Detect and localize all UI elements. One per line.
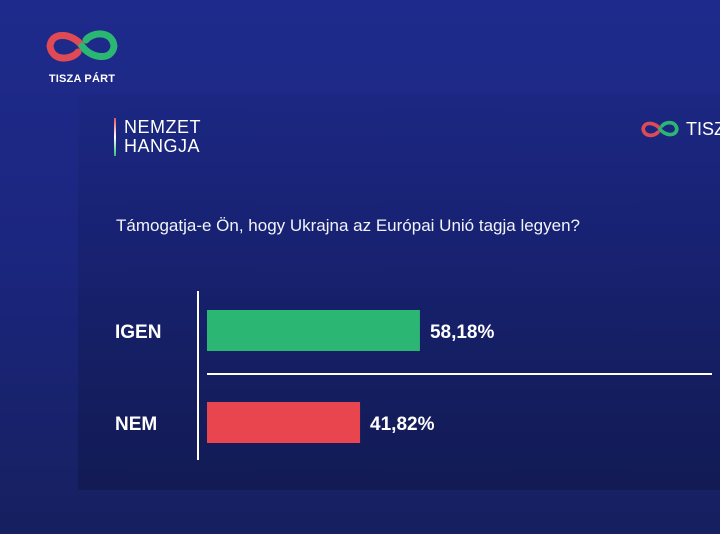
infinity-logo-icon [46, 30, 118, 62]
infinity-logo-icon [641, 120, 679, 138]
chart-title: Támogatja-e Ön, hogy Ukrajna az Európai … [116, 216, 580, 235]
tisza-logo-small: TISZ [640, 118, 720, 140]
category-label-no: NEM [115, 414, 157, 435]
value-label-yes: 58,18% [430, 322, 495, 343]
nemzet-hangja-logo: NEMZET HANGJA [114, 118, 201, 156]
value-label-no: 41,82% [370, 414, 435, 435]
logo-line-2: HANGJA [124, 136, 201, 156]
bar-yes [207, 310, 420, 351]
logo-text: TISZ [686, 118, 720, 139]
tisza-logo: TISZA PÁRT [42, 26, 122, 85]
logo-text: TISZA PÁRT [48, 73, 116, 85]
bar-no [207, 402, 361, 443]
category-label-yes: IGEN [115, 322, 161, 343]
chart-panel [78, 95, 720, 490]
logo-line-1: NEMZET [124, 117, 201, 137]
